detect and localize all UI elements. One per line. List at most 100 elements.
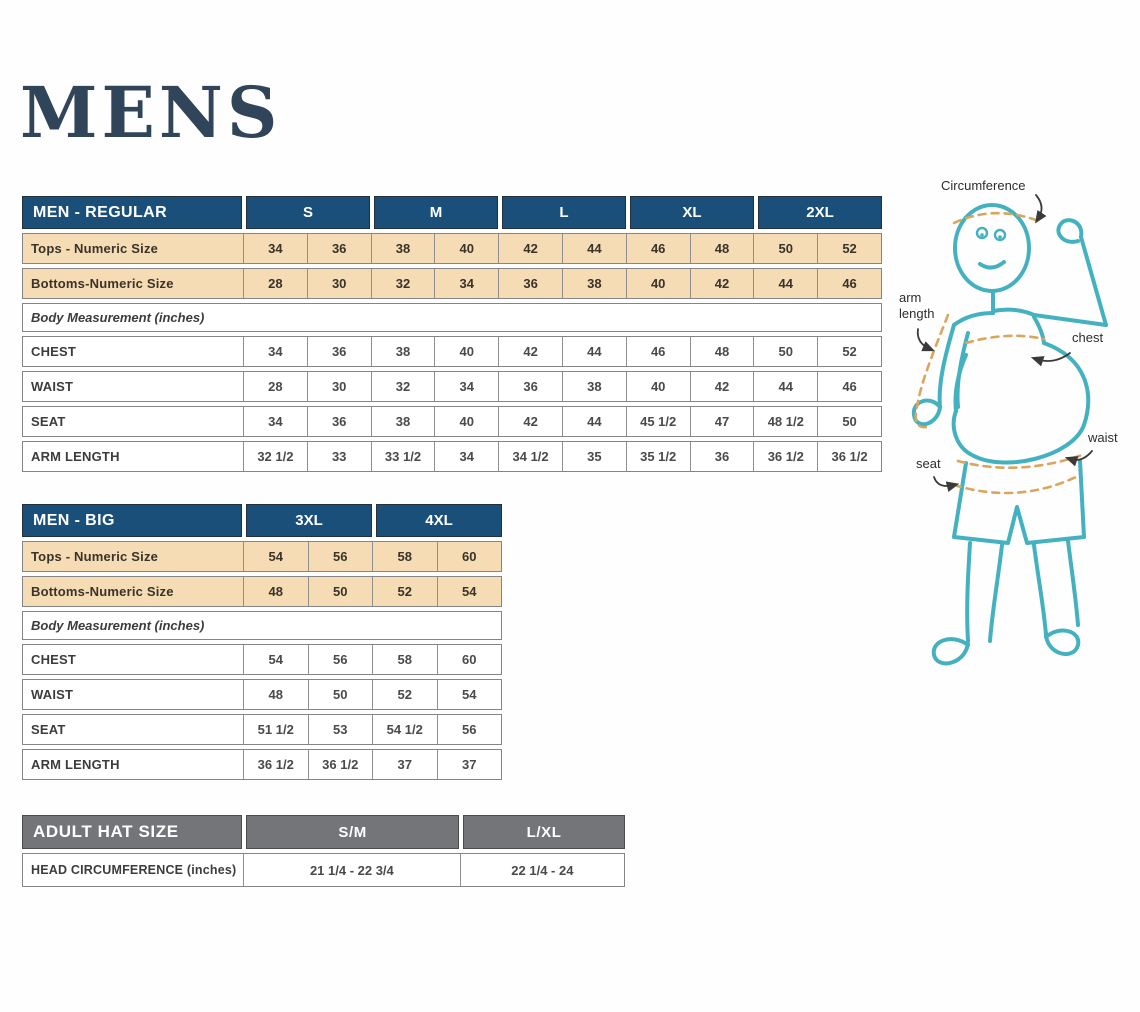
value-cell: 48 (689, 337, 754, 366)
size-group-header: L (502, 196, 626, 229)
row-label: WAIST (31, 687, 74, 702)
value-cell: 36 1/2 (817, 442, 881, 471)
adult-hat-size-table: ADULT HAT SIZE S/M L/XL HEAD CIRCUMFERENCE … (22, 815, 625, 887)
measurement-figure-drawing (911, 194, 1108, 666)
value-cell: 34 (434, 372, 498, 401)
size-group-header: 2XL (758, 196, 882, 229)
value-cell: 51 1/2 (243, 715, 308, 744)
value-cell: 36 (498, 372, 562, 401)
value-cell: 50 (817, 407, 881, 436)
value-cell: 30 (306, 372, 371, 401)
value-cell: 37 (436, 750, 502, 779)
table-row: WAIST 48 50 52 54 (22, 679, 502, 710)
seat-line (952, 473, 1082, 495)
value-cell: 46 (625, 337, 690, 366)
table-row: HEAD CIRCUMFERENCE (inches) 21 1/4 - 22 3… (22, 853, 625, 887)
value-cell: 35 (561, 442, 626, 471)
figure-outline (911, 203, 1108, 666)
value-cell: 36 1/2 (307, 750, 373, 779)
size-group-header: XL (630, 196, 754, 229)
value-cell: 34 (434, 442, 498, 471)
value-cell: 42 (689, 269, 754, 298)
row-label: ARM LENGTH (31, 449, 120, 464)
size-group-header: S (246, 196, 370, 229)
value-cell: 46 (817, 269, 881, 298)
seat-label: seat (916, 456, 941, 471)
section-label: Body Measurement (inches) (31, 310, 205, 325)
value-cell: 42 (498, 407, 562, 436)
value-cell: 38 (370, 337, 435, 366)
value-cell: 60 (436, 542, 502, 571)
value-cell: 48 1/2 (753, 407, 817, 436)
value-cell: 56 (436, 715, 502, 744)
value-cell: 35 1/2 (625, 442, 690, 471)
value-cell: 33 1/2 (370, 442, 435, 471)
value-cell: 54 (243, 645, 308, 674)
value-cell: 54 (436, 577, 502, 606)
row-label: WAIST (31, 379, 74, 394)
value-cell: 38 (370, 407, 435, 436)
row-label: Bottoms-Numeric Size (31, 276, 174, 291)
value-cell: 50 (307, 680, 373, 709)
table-title: ADULT HAT SIZE (22, 815, 242, 849)
value-cell: 44 (753, 269, 817, 298)
value-cell: 32 (370, 372, 435, 401)
row-label: SEAT (31, 414, 66, 429)
value-cell: 38 (561, 372, 626, 401)
body-measurement-figure (888, 163, 1140, 773)
table-row: CHEST 54 56 58 60 (22, 644, 502, 675)
size-group-header: S/M (246, 815, 460, 849)
arm-length-line (914, 313, 950, 429)
value-cell: 34 (243, 407, 307, 436)
value-cell: 40 (434, 234, 498, 263)
value-cell: 36 (306, 337, 371, 366)
value-cell: 45 1/2 (625, 407, 690, 436)
label-arrows (916, 194, 1093, 492)
row-label: CHEST (31, 652, 77, 667)
value-cell: 44 (561, 234, 626, 263)
value-cell: 52 (817, 234, 881, 263)
row-label: Tops - Numeric Size (31, 549, 159, 564)
value-cell: 30 (306, 269, 371, 298)
table-row: WAIST 28 30 32 34 36 38 40 42 44 46 (22, 371, 882, 402)
value-cell: 33 (306, 442, 371, 471)
row-label: CHEST (31, 344, 77, 359)
value-cell: 36 (689, 442, 754, 471)
row-label: Bottoms-Numeric Size (31, 584, 174, 599)
value-cell: 54 (436, 680, 502, 709)
value-cell: 36 1/2 (243, 750, 308, 779)
value-cell: 36 1/2 (753, 442, 817, 471)
chest-label: chest (1072, 330, 1104, 345)
table-row: Tops - Numeric Size 34 36 38 40 42 44 46 48 50 52 (22, 233, 882, 264)
value-cell: 48 (243, 577, 308, 606)
table-row: Tops - Numeric Size 54 56 58 60 (22, 541, 502, 572)
table-row: Body Measurement (inches) (22, 303, 882, 332)
men-big-table: MEN - BIG 3XL 4XL Tops - Numeric Size 54 56 58… (22, 504, 502, 780)
row-label: ARM LENGTH (31, 757, 120, 772)
waist-label: waist (1088, 430, 1118, 445)
value-cell: 40 (625, 372, 690, 401)
value-cell: 34 1/2 (498, 442, 562, 471)
value-cell: 28 (243, 269, 307, 298)
table-row: ARM LENGTH 36 1/2 36 1/2 37 37 (22, 749, 502, 780)
value-cell: 34 (434, 269, 498, 298)
value-cell: 46 (625, 234, 690, 263)
value-cell: 48 (689, 234, 754, 263)
value-cell: 50 (753, 337, 817, 366)
value-cell: 32 (370, 269, 435, 298)
table-row: SEAT 51 1/2 53 54 1/2 56 (22, 714, 502, 745)
value-cell: 36 (498, 269, 562, 298)
value-cell: 38 (561, 269, 626, 298)
row-label: HEAD CIRCUMFERENCE (inches) (31, 863, 237, 877)
table-header-row: ADULT HAT SIZE S/M L/XL (22, 815, 625, 849)
value-cell: 58 (372, 542, 437, 571)
value-cell: 50 (753, 234, 817, 263)
value-cell: 40 (625, 269, 690, 298)
value-cell: 56 (307, 542, 373, 571)
row-label: Tops - Numeric Size (31, 241, 159, 256)
value-cell: 34 (243, 234, 307, 263)
table-title: MEN - BIG (22, 504, 242, 537)
table-row: Bottoms-Numeric Size 28 30 32 34 36 38 40 42 44 46 (22, 268, 882, 299)
table-header-row: MEN - REGULAR S M L XL 2XL (22, 196, 882, 229)
circumference-label: Circumference (941, 178, 1026, 193)
